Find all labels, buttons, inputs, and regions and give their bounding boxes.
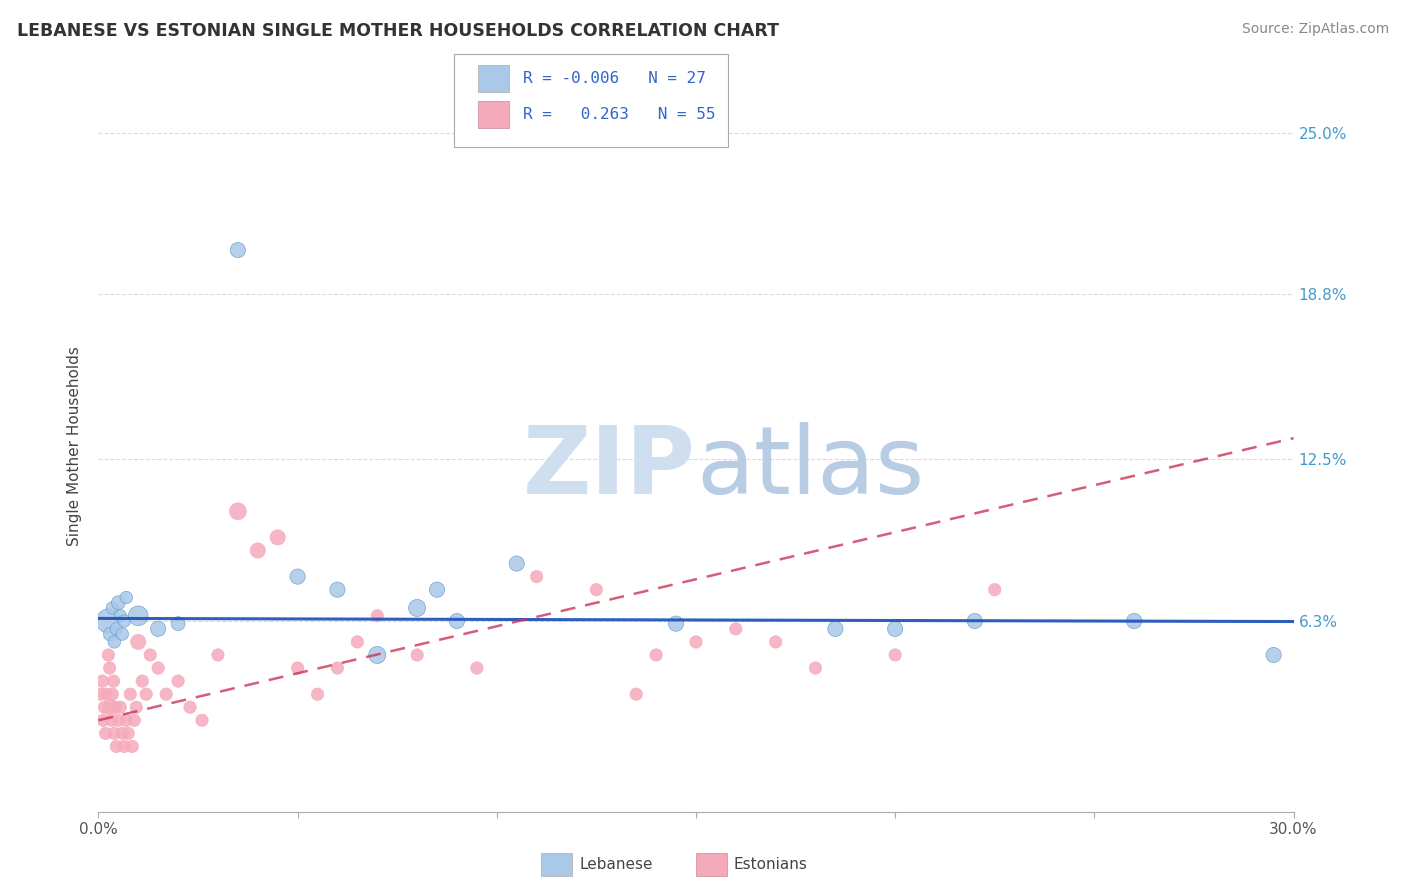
Point bbox=[167, 616, 190, 631]
Point bbox=[110, 608, 132, 623]
Point bbox=[984, 582, 1007, 597]
Point bbox=[326, 582, 349, 597]
Point bbox=[1123, 614, 1146, 628]
Text: LEBANESE VS ESTONIAN SINGLE MOTHER HOUSEHOLDS CORRELATION CHART: LEBANESE VS ESTONIAN SINGLE MOTHER HOUSE… bbox=[17, 22, 779, 40]
Text: ZIP: ZIP bbox=[523, 422, 696, 514]
Point bbox=[526, 569, 548, 583]
Point bbox=[287, 661, 309, 675]
Point bbox=[366, 608, 388, 623]
Point bbox=[98, 661, 121, 675]
Point bbox=[287, 569, 309, 583]
Point bbox=[101, 601, 124, 615]
Point bbox=[91, 714, 114, 728]
Point bbox=[101, 687, 124, 701]
Point bbox=[117, 726, 139, 740]
Point bbox=[100, 714, 122, 728]
Point bbox=[963, 614, 986, 628]
Point bbox=[1263, 648, 1285, 662]
Point bbox=[115, 714, 138, 728]
Point bbox=[148, 622, 170, 636]
Point bbox=[326, 661, 349, 675]
Point bbox=[446, 614, 468, 628]
Point bbox=[226, 504, 249, 518]
Point bbox=[406, 648, 429, 662]
Point bbox=[105, 622, 128, 636]
Point bbox=[97, 614, 120, 628]
Point bbox=[167, 674, 190, 689]
Point bbox=[91, 674, 114, 689]
Point bbox=[246, 543, 269, 558]
Point bbox=[127, 635, 149, 649]
Point bbox=[406, 601, 429, 615]
Point bbox=[107, 714, 129, 728]
Point bbox=[884, 622, 907, 636]
Point bbox=[104, 700, 127, 714]
Point bbox=[112, 739, 135, 754]
Point bbox=[267, 530, 290, 544]
Point bbox=[226, 243, 249, 257]
Point bbox=[626, 687, 648, 701]
Point bbox=[207, 648, 229, 662]
Point bbox=[804, 661, 827, 675]
Point bbox=[506, 557, 529, 571]
Point bbox=[724, 622, 747, 636]
Point bbox=[346, 635, 368, 649]
Point bbox=[121, 739, 143, 754]
Point bbox=[645, 648, 668, 662]
Point bbox=[366, 648, 388, 662]
Point bbox=[120, 687, 142, 701]
Point bbox=[89, 687, 111, 701]
Point bbox=[765, 635, 787, 649]
Point bbox=[131, 674, 153, 689]
Point bbox=[127, 608, 149, 623]
Point bbox=[465, 661, 488, 675]
Point bbox=[426, 582, 449, 597]
Point bbox=[111, 627, 134, 641]
Point bbox=[98, 627, 122, 641]
Point bbox=[112, 614, 135, 628]
Text: Source: ZipAtlas.com: Source: ZipAtlas.com bbox=[1241, 22, 1389, 37]
Point bbox=[94, 726, 117, 740]
Point bbox=[307, 687, 329, 701]
Point bbox=[179, 700, 201, 714]
Point bbox=[135, 687, 157, 701]
Point bbox=[191, 714, 214, 728]
Text: R =   0.263   N = 55: R = 0.263 N = 55 bbox=[523, 107, 716, 121]
Point bbox=[93, 700, 115, 714]
Point bbox=[884, 648, 907, 662]
Point bbox=[110, 700, 132, 714]
Point bbox=[665, 616, 688, 631]
Text: R = -0.006   N = 27: R = -0.006 N = 27 bbox=[523, 71, 706, 86]
Point bbox=[103, 726, 125, 740]
Point bbox=[124, 714, 146, 728]
Point bbox=[585, 582, 607, 597]
Point bbox=[97, 648, 120, 662]
Point bbox=[111, 726, 134, 740]
Point bbox=[103, 635, 125, 649]
Text: Lebanese: Lebanese bbox=[579, 857, 652, 871]
Point bbox=[125, 700, 148, 714]
Point bbox=[685, 635, 707, 649]
Point bbox=[115, 591, 138, 605]
Point bbox=[98, 700, 122, 714]
Point bbox=[155, 687, 177, 701]
Text: Estonians: Estonians bbox=[734, 857, 808, 871]
Point bbox=[103, 674, 125, 689]
Y-axis label: Single Mother Households: Single Mother Households bbox=[67, 346, 83, 546]
Point bbox=[96, 687, 118, 701]
Point bbox=[105, 739, 128, 754]
Text: atlas: atlas bbox=[696, 422, 924, 514]
Point bbox=[148, 661, 170, 675]
Point bbox=[107, 596, 129, 610]
Point bbox=[824, 622, 846, 636]
Point bbox=[139, 648, 162, 662]
